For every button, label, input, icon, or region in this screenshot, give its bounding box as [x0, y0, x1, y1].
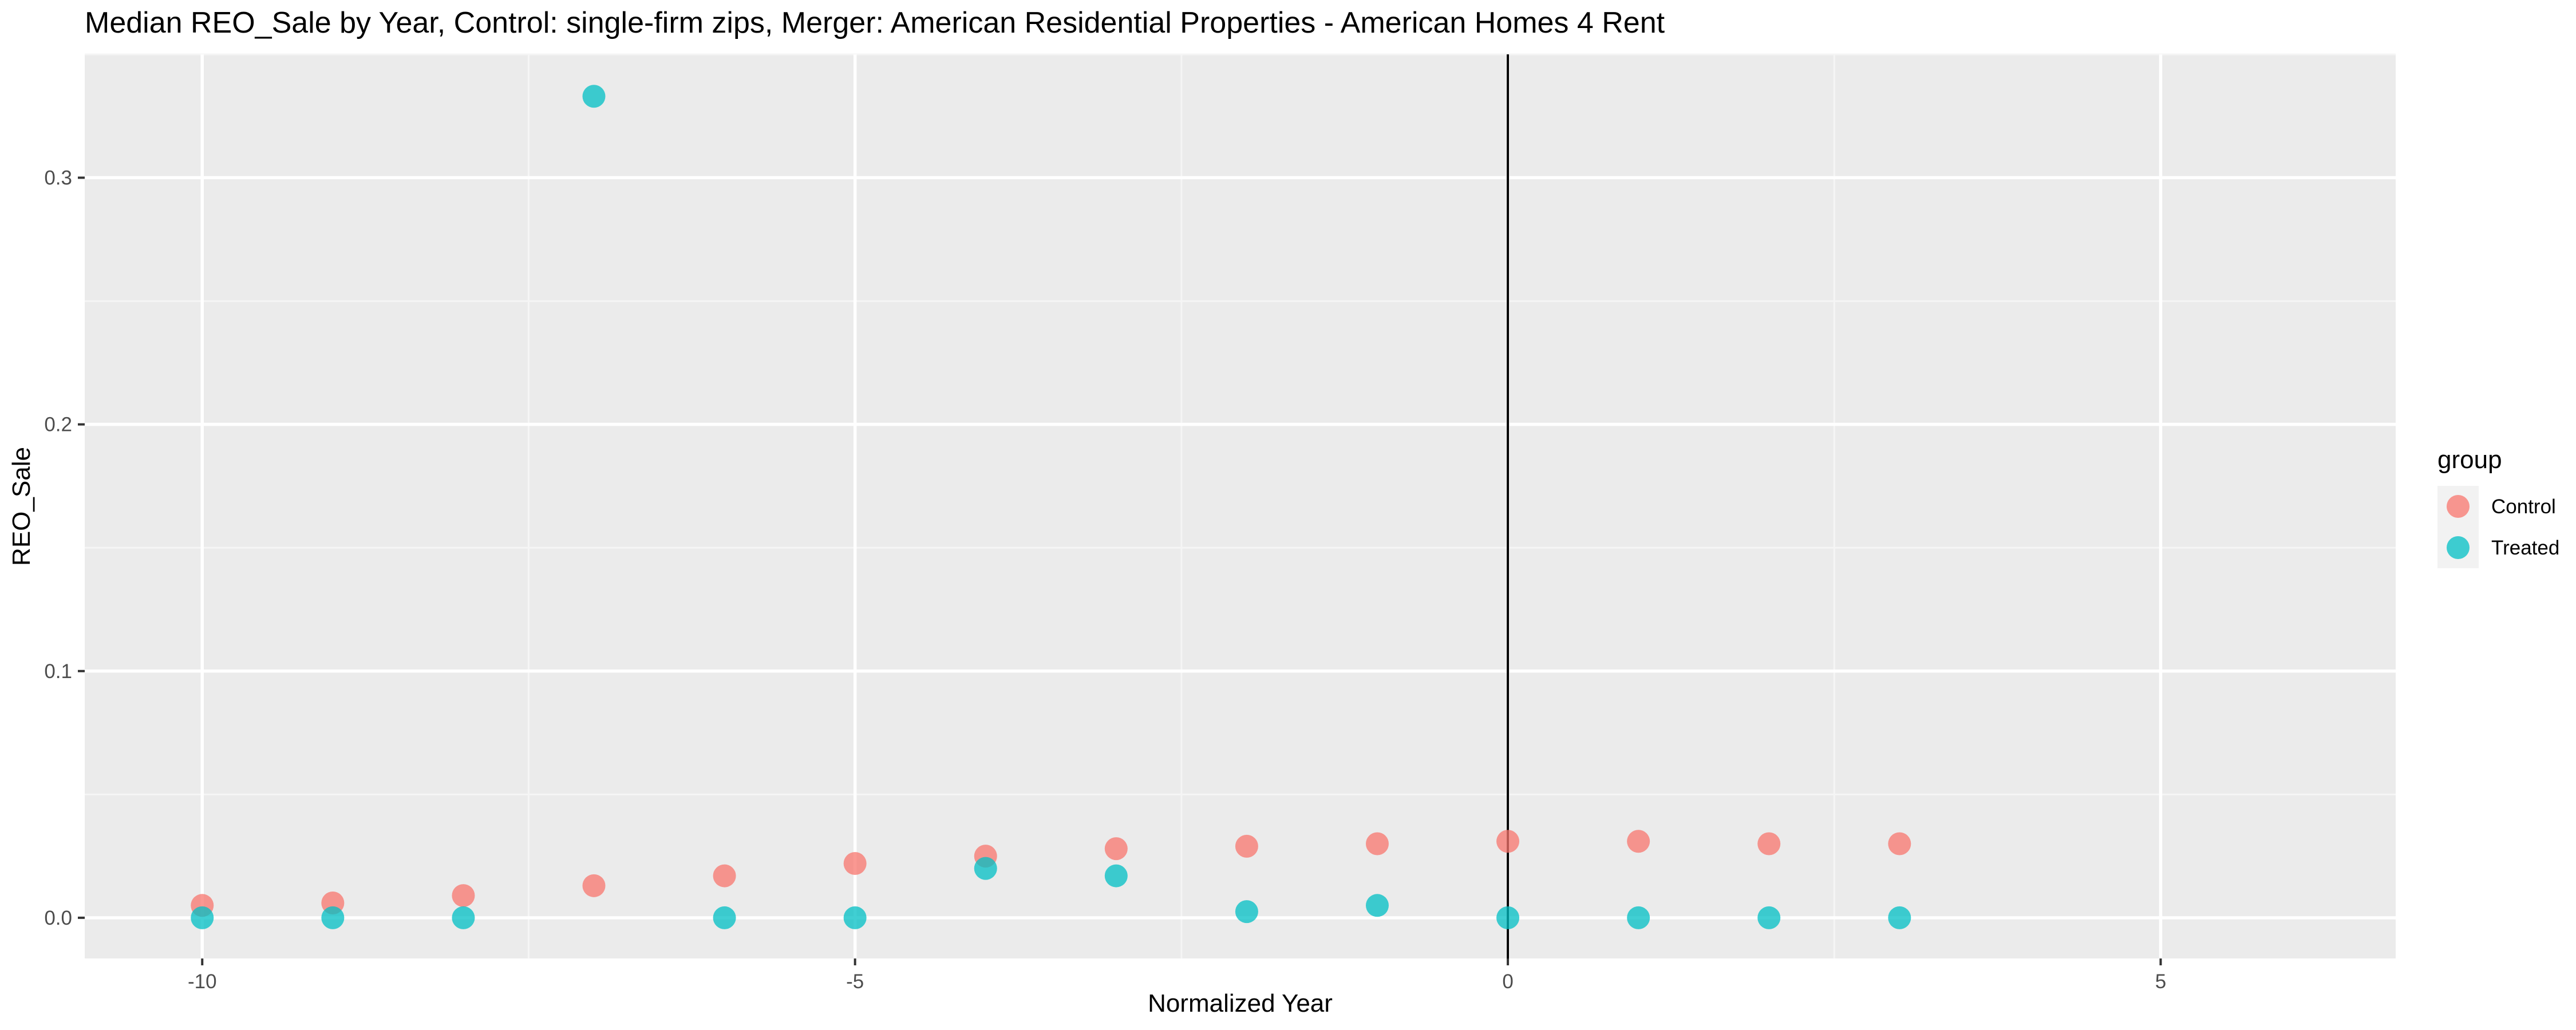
- y-axis-ticks: 0.0 0.1 0.2 0.3: [44, 167, 85, 929]
- x-tick-label: -10: [188, 970, 217, 993]
- y-axis-title: REO_Sale: [7, 447, 35, 566]
- x-axis-ticks: -10 -5 0 5: [188, 958, 2166, 993]
- legend-items: Control Treated: [2437, 486, 2559, 568]
- y-tick-label: 0.2: [44, 414, 72, 436]
- minor-gridlines: [85, 53, 2396, 958]
- series-treated: [191, 85, 1911, 929]
- x-tick-label: -5: [846, 970, 864, 993]
- data-points: [191, 85, 1911, 929]
- data-point: [452, 906, 475, 929]
- data-point: [1888, 906, 1911, 929]
- data-point: [582, 85, 606, 108]
- data-point: [582, 874, 606, 897]
- data-point: [1627, 830, 1650, 853]
- data-point: [1365, 832, 1389, 855]
- x-axis-title: Normalized Year: [1148, 989, 1333, 1017]
- legend-swatch: [2447, 495, 2470, 518]
- x-tick-label: 5: [2155, 970, 2166, 993]
- data-point: [1757, 832, 1781, 855]
- data-point: [1888, 832, 1911, 855]
- data-point: [1235, 900, 1258, 924]
- chart-title: Median REO_Sale by Year, Control: single…: [85, 6, 1665, 39]
- data-point: [1496, 906, 1520, 929]
- data-point: [843, 852, 867, 876]
- legend-label: Treated: [2491, 537, 2559, 559]
- data-point: [974, 857, 997, 880]
- legend-title: group: [2437, 446, 2502, 474]
- data-point: [452, 884, 475, 908]
- data-point: [1757, 906, 1781, 929]
- legend-swatch: [2447, 536, 2470, 559]
- data-point: [191, 906, 214, 929]
- legend: group Control Treated: [2437, 446, 2559, 568]
- data-point: [1627, 906, 1650, 929]
- data-point: [321, 906, 345, 929]
- data-point: [1235, 834, 1258, 858]
- data-point: [1365, 894, 1389, 917]
- plot-panel: [85, 54, 2396, 958]
- data-point: [1104, 837, 1128, 861]
- data-point: [713, 864, 736, 888]
- data-point: [1104, 864, 1128, 888]
- data-point: [1496, 830, 1520, 853]
- y-tick-label: 0.0: [44, 907, 72, 929]
- x-tick-label: 0: [1502, 970, 1513, 993]
- y-tick-label: 0.3: [44, 167, 72, 189]
- y-tick-label: 0.1: [44, 660, 72, 683]
- legend-label: Control: [2491, 496, 2556, 518]
- data-point: [713, 906, 736, 929]
- data-point: [843, 906, 867, 929]
